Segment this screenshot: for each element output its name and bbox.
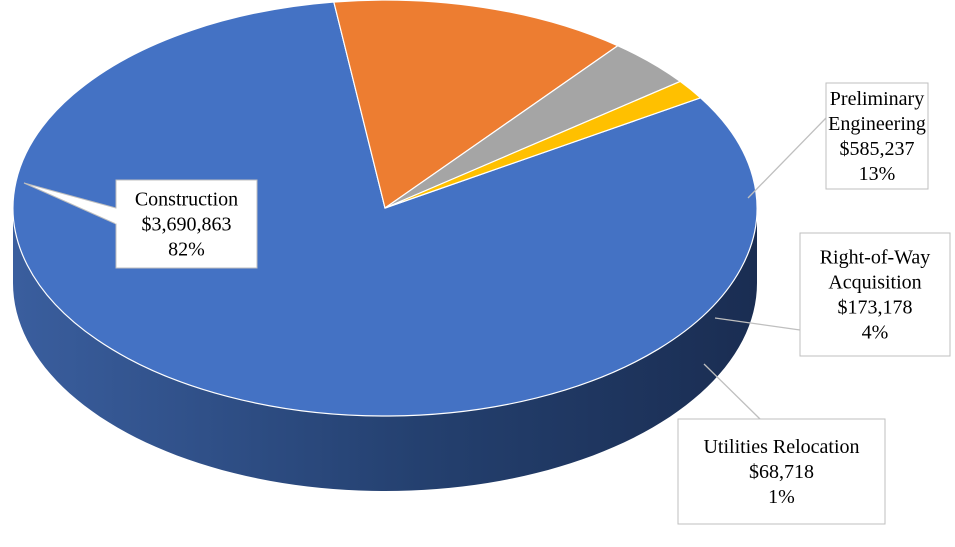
label-utilities-relocation-line-1: Utilities Relocation (703, 436, 859, 458)
label-preliminary-engineering: Preliminary Engineering $585,237 13% (825, 82, 929, 190)
label-preliminary-engineering-line-2: Engineering (828, 113, 926, 135)
side-construction (13, 208, 757, 491)
label-utilities-relocation-leader-line (703, 363, 761, 420)
slice-utilities-relocation (384, 80, 702, 209)
label-construction-box (115, 179, 258, 269)
label-right-of-way-acquisition-line-2: Acquisition (828, 272, 921, 294)
label-utilities-relocation: Utilities Relocation $68,718 1% (677, 418, 886, 525)
label-preliminary-engineering-box (825, 82, 929, 190)
label-preliminary-engineering-line-3: $585,237 (840, 138, 915, 160)
label-right-of-way-acquisition-leader-line (714, 317, 801, 331)
label-construction-line-3: 82% (168, 239, 205, 261)
label-utilities-relocation-line-3: 1% (768, 486, 795, 508)
pie-top-faces (12, 0, 758, 417)
label-right-of-way-acquisition-box (799, 232, 951, 357)
label-preliminary-engineering-line-4: 13% (859, 163, 896, 185)
label-leader-lines (23, 117, 827, 420)
label-right-of-way-acquisition-line-1: Right-of-Way (820, 247, 931, 269)
slice-preliminary-engineering (333, 0, 619, 209)
label-preliminary-engineering-line-1: Preliminary (830, 88, 924, 110)
data-labels: Construction $3,690,863 82% Preliminary Engi… (115, 82, 951, 525)
slice-construction (12, 1, 758, 417)
label-construction: Construction $3,690,863 82% (115, 179, 258, 269)
label-right-of-way-acquisition: Right-of-Way Acquisition $173,178 4% (799, 232, 951, 357)
label-construction-line-2: $3,690,863 (142, 214, 232, 236)
label-construction-line-1: Construction (135, 189, 238, 211)
label-utilities-relocation-line-2: $68,718 (749, 461, 814, 483)
label-right-of-way-acquisition-line-3: $173,178 (838, 297, 913, 319)
label-utilities-relocation-box (677, 418, 886, 525)
label-preliminary-engineering-leader-line (747, 117, 827, 199)
label-right-of-way-acquisition-line-4: 4% (862, 322, 889, 344)
